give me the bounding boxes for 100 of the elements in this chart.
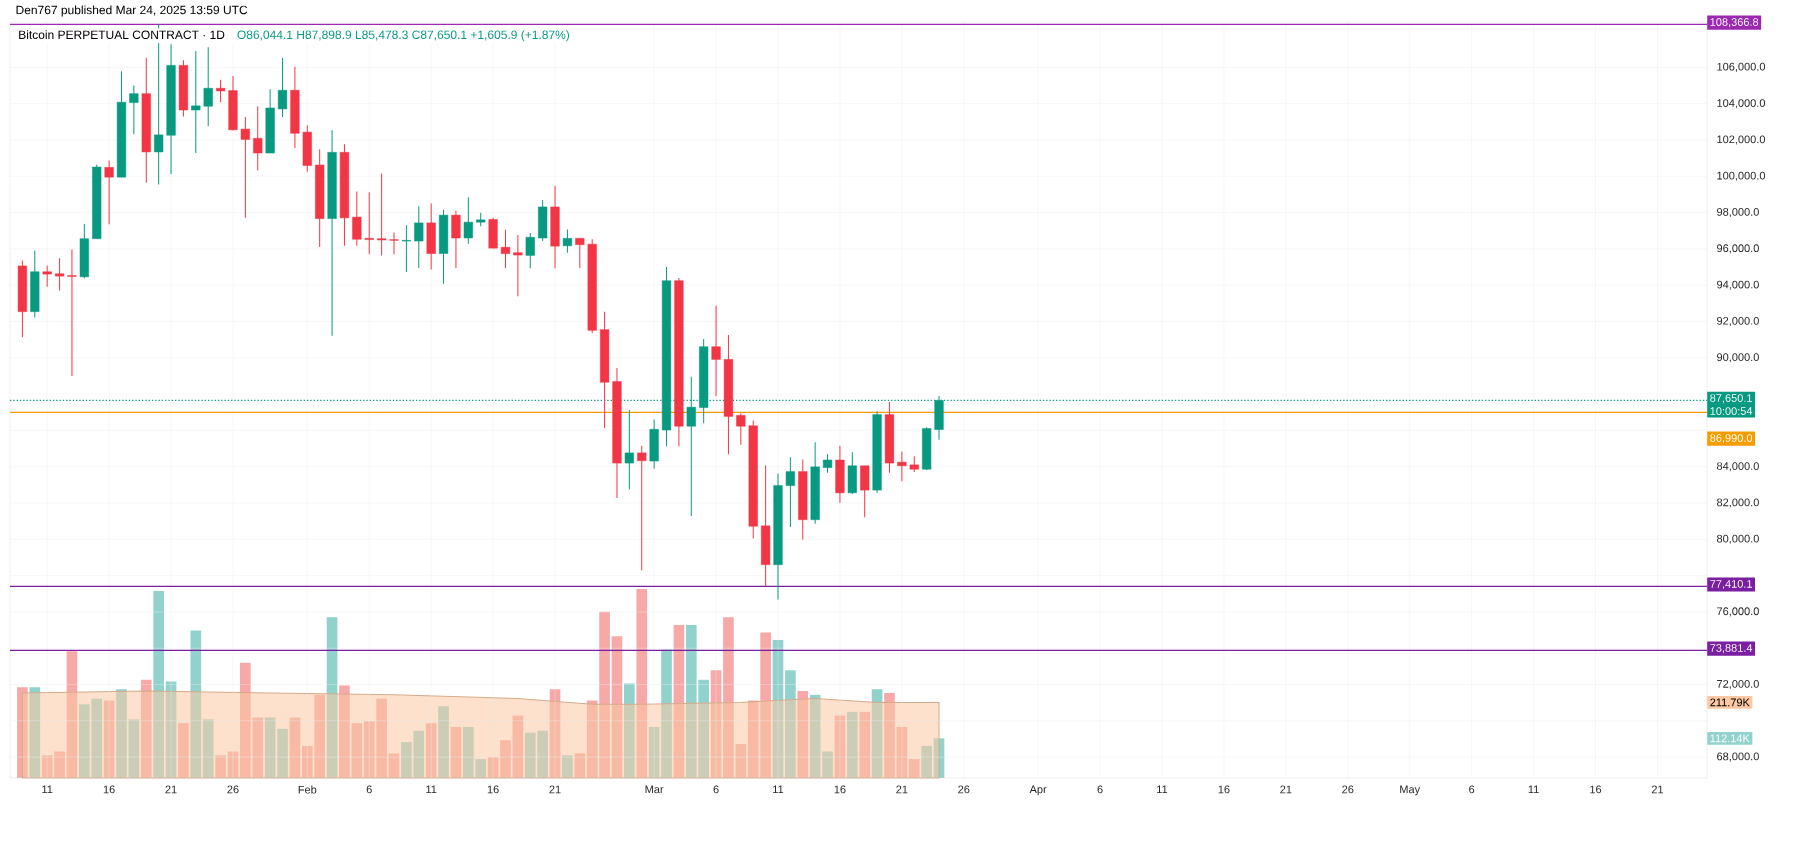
candlestick xyxy=(54,257,65,291)
candlestick xyxy=(191,50,201,154)
y-tick-label: 102,000.0 xyxy=(1717,135,1766,145)
x-tick-label: 6 xyxy=(1097,785,1103,794)
bar xyxy=(17,687,28,778)
candlestick xyxy=(624,409,634,490)
bar xyxy=(326,617,338,778)
bar xyxy=(140,679,152,778)
y-tick-label: 80,000.0 xyxy=(1717,534,1759,544)
candlestick xyxy=(389,232,399,255)
y-tick-label: 84,000.0 xyxy=(1717,462,1759,472)
x-tick-label: 16 xyxy=(1218,785,1230,794)
candlestick xyxy=(500,229,511,269)
x-tick-label: 6 xyxy=(366,785,372,794)
bar xyxy=(500,740,511,778)
candlestick xyxy=(401,224,411,273)
bar xyxy=(116,689,127,778)
bar xyxy=(797,691,809,778)
candlestick xyxy=(129,85,139,135)
text: Bitcoin PERPETUAL CONTRACT · 1D xyxy=(19,30,225,39)
candlestick xyxy=(42,265,52,288)
bar xyxy=(215,755,226,778)
candlestick xyxy=(525,232,535,269)
y-tick-label: 94,000.0 xyxy=(1717,280,1759,290)
x-tick-label: 21 xyxy=(896,785,908,794)
bar xyxy=(921,745,932,778)
x-tick-label: 11 xyxy=(1157,785,1168,794)
candlestick xyxy=(414,205,424,269)
candlestick xyxy=(377,173,387,256)
bar xyxy=(190,630,202,778)
bar xyxy=(66,651,78,778)
text: Den767 published Mar 24, 2025 13:59 UTC xyxy=(16,5,248,17)
candlestick xyxy=(785,456,795,528)
bar xyxy=(884,692,895,778)
candlestick xyxy=(67,249,77,377)
ref-line-label: 108,366.8 xyxy=(1710,18,1759,28)
x-tick-label: 11 xyxy=(426,785,437,794)
bar xyxy=(277,728,288,778)
x-tick-label: 16 xyxy=(834,785,846,794)
x-tick-label: Mar xyxy=(645,785,664,794)
x-tick-label: 26 xyxy=(958,785,970,794)
bar xyxy=(871,689,883,778)
y-tick-label: 98,000.0 xyxy=(1717,208,1759,218)
x-tick-label: 11 xyxy=(1528,785,1539,794)
y-tick-label: 76,000.0 xyxy=(1717,607,1759,617)
candlestick xyxy=(513,234,523,297)
bar xyxy=(846,711,858,778)
ref-line-label: 86,990.0 xyxy=(1710,434,1753,444)
x-tick-label: 16 xyxy=(103,785,115,794)
candlestick xyxy=(451,210,461,269)
y-tick-label: 72,000.0 xyxy=(1717,679,1759,690)
bar xyxy=(202,719,214,778)
bar xyxy=(661,649,672,778)
x-tick-label: 26 xyxy=(1342,785,1354,794)
bar xyxy=(636,588,648,778)
bar xyxy=(822,751,833,778)
bar xyxy=(339,685,350,778)
x-tick-label: 21 xyxy=(165,785,177,794)
y-tick-label: 104,000.0 xyxy=(1717,99,1766,109)
y-tick-label: 68,000.0 xyxy=(1717,752,1759,762)
candlestick xyxy=(463,196,473,245)
bar xyxy=(859,711,871,778)
ref-line-label: 87,650.1 xyxy=(1710,394,1752,404)
y-tick-label: 82,000.0 xyxy=(1717,498,1759,508)
x-tick-label: 6 xyxy=(1469,785,1475,794)
bar xyxy=(29,687,41,778)
x-tick-label: 11 xyxy=(773,785,784,794)
x-tick-label: 21 xyxy=(549,785,561,794)
candlestick xyxy=(240,116,250,219)
candlestick xyxy=(897,450,907,482)
candlestick xyxy=(562,228,572,254)
y-tick-label: 96,000.0 xyxy=(1717,244,1759,254)
x-tick-label: Feb xyxy=(298,785,317,794)
candlestick xyxy=(822,453,833,474)
candlestick xyxy=(637,445,647,572)
ref-line-label: 77,410.1 xyxy=(1710,580,1752,590)
y-tick-label: 100,000.0 xyxy=(1717,171,1766,181)
candlestick xyxy=(216,79,226,103)
x-tick-label: 6 xyxy=(713,785,719,794)
bar xyxy=(785,670,796,778)
bar xyxy=(624,683,635,778)
ref-line-label: 73,881.4 xyxy=(1710,644,1753,654)
y-tick-label: 92,000.0 xyxy=(1717,316,1759,327)
x-tick-label: 16 xyxy=(487,785,499,794)
x-tick-label: Apr xyxy=(1029,785,1047,796)
x-tick-label: 16 xyxy=(1590,785,1602,794)
y-tick-label: 106,000.0 xyxy=(1717,62,1766,72)
candlestick xyxy=(352,191,362,247)
candlestick xyxy=(277,57,288,118)
x-tick-label: 21 xyxy=(1280,785,1292,794)
text: 211.79K xyxy=(1710,698,1750,707)
bar xyxy=(723,617,734,778)
x-tick-label: 26 xyxy=(227,785,239,794)
text: O86,044.1 H87,898.9 L85,478.3 C87,650.1 +1,605.9 (+1.87%) xyxy=(237,30,570,42)
y-tick-label: 90,000.0 xyxy=(1717,353,1759,363)
bar xyxy=(178,723,189,778)
bar xyxy=(908,759,920,778)
bar xyxy=(574,753,586,778)
candlestick xyxy=(104,159,114,225)
candlestick xyxy=(711,305,721,397)
